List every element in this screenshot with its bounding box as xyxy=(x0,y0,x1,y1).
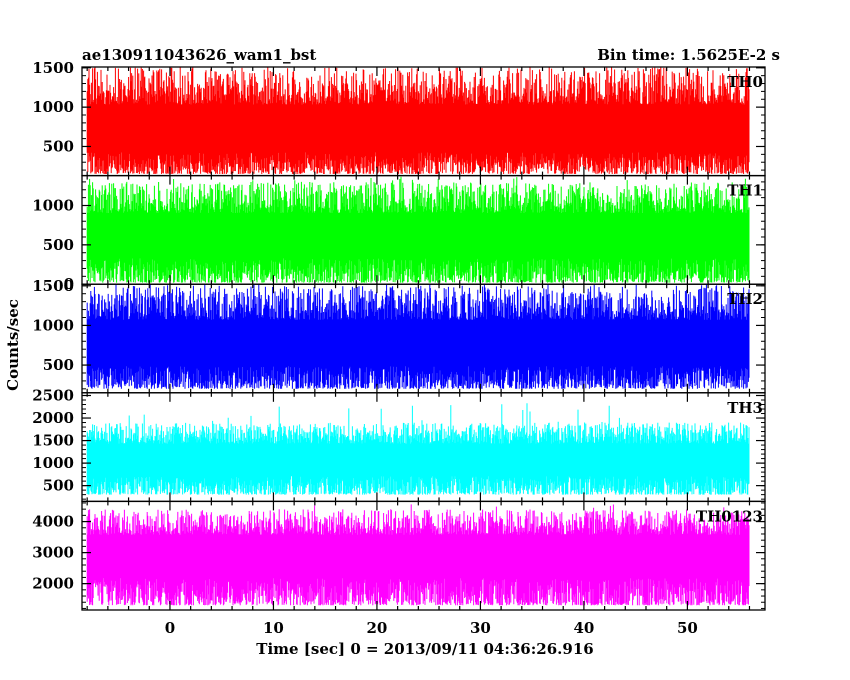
y-tick-label: 4000 xyxy=(32,513,74,531)
y-tick-label: 1000 xyxy=(32,197,74,215)
y-tick-label: 500 xyxy=(43,236,74,254)
panel-label-th2: TH2 xyxy=(727,290,763,308)
panels-group: 50010001500TH005001000TH150010001500TH25… xyxy=(32,59,766,637)
series-th1-line xyxy=(86,176,750,283)
y-tick-label: 1000 xyxy=(32,316,74,334)
y-tick-label: 500 xyxy=(43,137,74,155)
panel-frame-th0123 xyxy=(81,500,766,611)
y-axis-label: Counts/sec xyxy=(4,299,22,391)
x-tick-label: 0 xyxy=(165,619,175,637)
y-tick-label: 500 xyxy=(43,356,74,374)
x-tick-label: 40 xyxy=(573,619,594,637)
x-tick-label: 20 xyxy=(366,619,387,637)
x-tick-label: 50 xyxy=(677,619,698,637)
chart-title-left: ae130911043626_wam1_bst xyxy=(82,46,316,64)
y-tick-label: 2000 xyxy=(32,575,74,593)
panel-label-th3: TH3 xyxy=(727,399,763,417)
y-tick-label: 3000 xyxy=(32,544,74,562)
y-tick-label: 1500 xyxy=(32,59,74,77)
y-tick-label: 2000 xyxy=(32,409,74,427)
x-tick-label: 30 xyxy=(470,619,491,637)
y-tick-label: 0 xyxy=(64,275,74,293)
panel-label-th1: TH1 xyxy=(727,182,763,200)
y-tick-label: 1000 xyxy=(32,98,74,116)
chart-title-right: Bin time: 1.5625E-2 s xyxy=(597,46,780,64)
series-th3-line xyxy=(86,403,750,495)
series-th0-line xyxy=(86,67,750,174)
series-th2-line xyxy=(86,284,750,389)
x-axis-label: Time [sec] 0 = 2013/09/11 04:36:26.916 xyxy=(256,640,593,658)
series-th0123-line xyxy=(86,504,750,606)
y-tick-label: 1500 xyxy=(32,432,74,450)
panel-label-th0123: TH0123 xyxy=(696,507,763,525)
y-tick-label: 500 xyxy=(43,477,74,495)
panel-label-th0: TH0 xyxy=(727,73,763,91)
y-tick-label: 1500 xyxy=(32,277,74,295)
y-tick-label: 1000 xyxy=(32,454,74,472)
x-tick-label: 10 xyxy=(263,619,284,637)
y-tick-label: 2500 xyxy=(32,387,74,405)
